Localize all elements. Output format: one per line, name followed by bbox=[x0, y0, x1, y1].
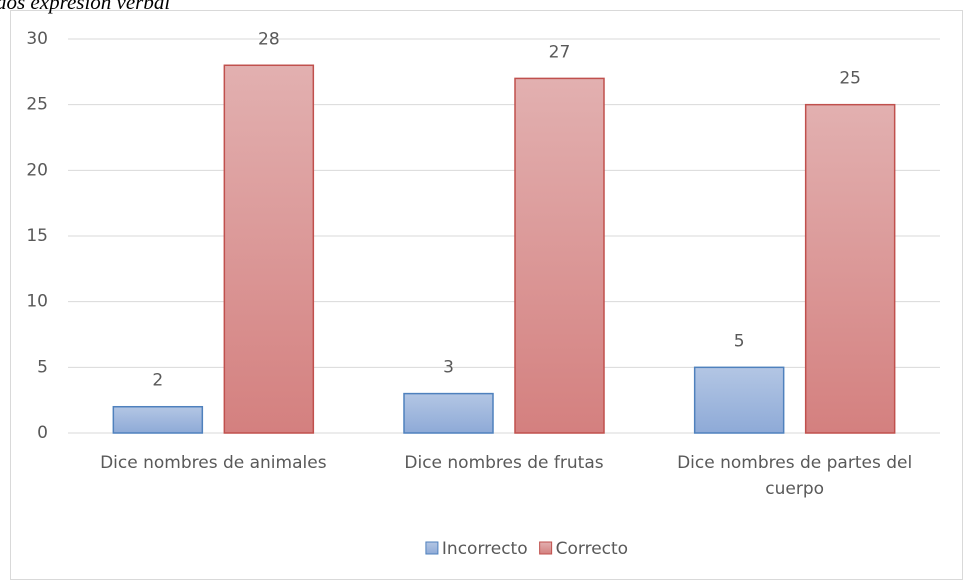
legend-label: Correcto bbox=[556, 539, 628, 559]
y-tick-label: 0 bbox=[37, 423, 48, 443]
legend-swatch bbox=[539, 541, 553, 555]
data-label: 25 bbox=[839, 69, 861, 89]
x-tick-label: Dice nombres de partes del cuerpo bbox=[677, 453, 913, 499]
legend-swatch bbox=[425, 541, 439, 555]
bar bbox=[514, 77, 605, 434]
x-tick-label: Dice nombres de animales bbox=[100, 453, 327, 473]
chart-title: dos expresión verbal bbox=[0, 0, 170, 14]
bar bbox=[223, 64, 315, 434]
y-tick-label: 20 bbox=[26, 160, 48, 180]
bar bbox=[693, 366, 785, 434]
bar bbox=[403, 392, 494, 434]
bar bbox=[804, 103, 896, 434]
y-tick-label: 5 bbox=[37, 357, 48, 377]
x-tick-label-box: Dice nombres de animales bbox=[100, 453, 327, 473]
data-label: 28 bbox=[258, 29, 280, 49]
y-tick-label: 25 bbox=[26, 95, 48, 115]
y-tick-label: 10 bbox=[26, 292, 48, 312]
legend: Incorrecto Correcto bbox=[425, 539, 628, 559]
legend-label: Incorrecto bbox=[442, 539, 528, 559]
x-tick-label-box: Dice nombres de partes del cuerpo bbox=[677, 453, 913, 499]
data-label: 27 bbox=[549, 42, 571, 62]
y-tick-label: 15 bbox=[26, 226, 48, 246]
data-label: 5 bbox=[734, 331, 745, 351]
data-label: 3 bbox=[443, 358, 454, 378]
chart-border bbox=[10, 10, 963, 580]
bar bbox=[112, 405, 204, 434]
y-tick-label: 30 bbox=[26, 29, 48, 49]
x-tick-label: Dice nombres de frutas bbox=[404, 453, 604, 473]
data-label: 2 bbox=[152, 371, 163, 391]
x-tick-label-box: Dice nombres de frutas bbox=[404, 453, 604, 473]
